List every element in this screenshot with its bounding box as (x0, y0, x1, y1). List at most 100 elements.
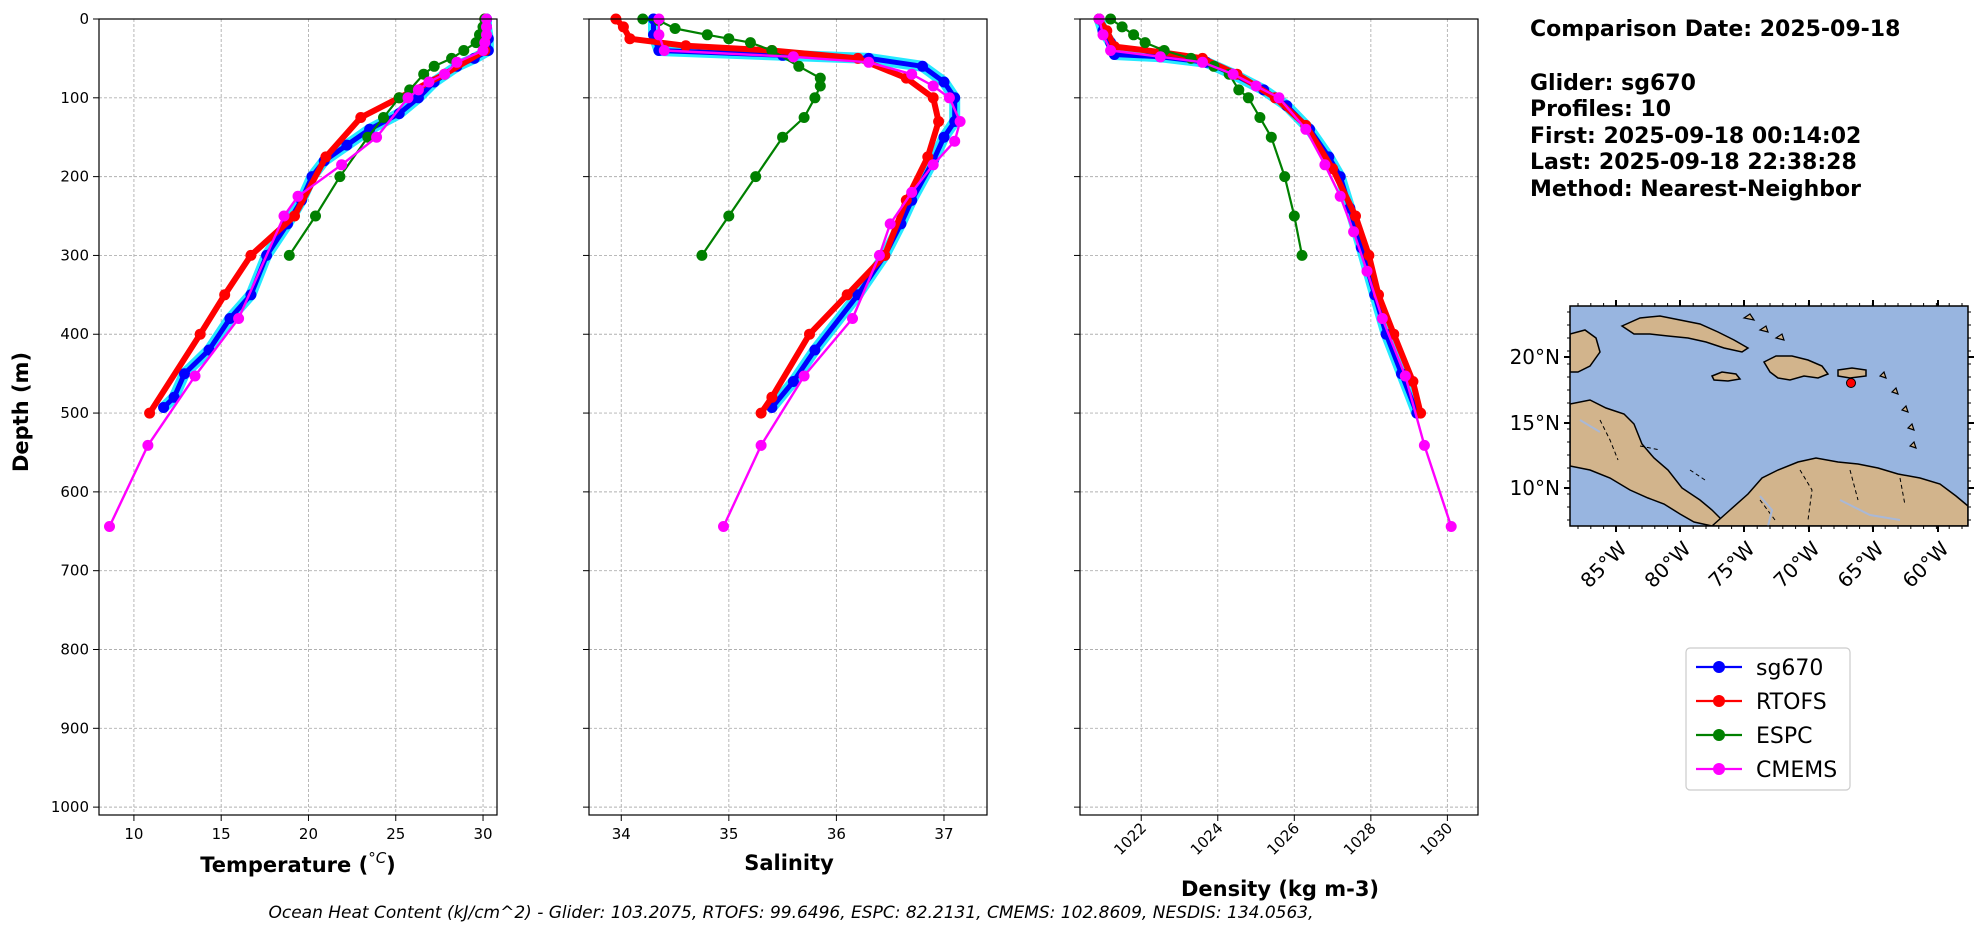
salinity-xtick-label: 35 (719, 825, 738, 843)
density-cmems-point (1399, 370, 1411, 382)
land-cuba (1620, 315, 1750, 353)
temperature-cmems-point (336, 159, 348, 171)
temperature-cmems-point (477, 45, 489, 56)
salinity-espc-point (723, 210, 735, 222)
temperature-espc-point (283, 249, 295, 261)
density-sg670-profile-spread (1093, 13, 1423, 419)
land-south-america (1710, 457, 1968, 526)
density-plot-frame (1079, 18, 1479, 816)
temperature-plot-frame (98, 18, 498, 816)
density-espc-point (1116, 21, 1128, 33)
density-cmems-point (1300, 123, 1312, 135)
temperature-sg670-point (412, 92, 424, 104)
salinity-plot-frame (588, 18, 988, 816)
salinity-rtofs-point (766, 391, 778, 403)
legend-swatch-marker (1713, 661, 1725, 673)
first-time: First: 2025-09-18 00:14:02 (1530, 124, 1861, 149)
density-espc-point (1265, 131, 1277, 143)
temperature-cmems-point (142, 439, 154, 451)
temperature-panel: 10 15 20 25 30 0 100 200 300 400 500 600 700 800 900 1… (9, 10, 498, 877)
salinity-rtofs-point (927, 92, 939, 104)
temperature-sg670-point (224, 313, 236, 324)
temperature-cmems-point (233, 313, 245, 324)
density-rtofs-line (1096, 16, 1424, 417)
salinity-rtofs-point (933, 116, 945, 127)
temperature-rtofs-point (144, 407, 156, 419)
density-cmems-point (1376, 313, 1388, 324)
temperature-espc-point (428, 60, 440, 72)
salinity-cmems-point (718, 521, 729, 532)
density-xtick-label: 1028 (1340, 819, 1380, 859)
density-cmems-point (1361, 265, 1373, 277)
land-central-america (1570, 399, 1726, 526)
temperature-cmems-point (292, 190, 304, 202)
land-hispaniola (1762, 355, 1830, 381)
density-axis-title: Density (kg m-3) (1181, 877, 1379, 901)
legend-item-rtofs: RTOFS (1696, 690, 1827, 715)
density-espc-point (1242, 92, 1254, 104)
last-time: Last: 2025-09-18 22:38:28 (1530, 150, 1857, 175)
salinity-axis-title: Salinity (744, 851, 834, 875)
density-espc-point (1296, 249, 1308, 261)
salinity-xtick-label: 36 (827, 825, 846, 843)
legend-item-sg670: sg670 (1696, 656, 1823, 681)
density-cmems-point (1227, 68, 1239, 80)
map-rivers (1579, 419, 1901, 526)
salinity-cmems-point (847, 313, 858, 324)
density-cmems-point (1154, 51, 1166, 63)
legend-swatch-marker (1713, 729, 1725, 741)
temperature-sg670-point (168, 391, 180, 403)
temperature-cmems-point (278, 210, 290, 222)
salinity-cmems-point (787, 51, 799, 63)
temperature-ytick-label: 0 (79, 10, 89, 28)
salinity-espc-point (814, 80, 826, 92)
land-bahamas (1742, 313, 1785, 341)
salinity-rtofs-point (617, 21, 629, 33)
salinity-cmems-point (658, 45, 670, 56)
land-mexico-yucatan (1570, 329, 1601, 373)
density-espc-point (1128, 29, 1140, 41)
salinity-espc-point (798, 112, 810, 123)
temperature-rtofs-point (289, 210, 300, 222)
density-cmems-point (1445, 521, 1457, 532)
glider-location-marker (1846, 378, 1856, 388)
land-puerto-rico (1837, 367, 1867, 379)
temperature-ytick-label: 700 (60, 562, 89, 580)
temperature-cmems-point (481, 21, 492, 33)
salinity-espc-point (723, 33, 735, 45)
temperature-espc-point (393, 92, 405, 104)
salinity-panel: 34 35 36 37 Salinity (583, 13, 988, 875)
temperature-cmems-point (402, 92, 414, 104)
salinity-sg670-point (938, 131, 950, 143)
density-cmems-point (1348, 226, 1360, 238)
temperature-sg670-point (158, 402, 170, 413)
temperature-xtick-label: 30 (473, 825, 492, 843)
salinity-rtofs-point (755, 407, 767, 419)
location-map: 85°W 80°W 75°W 70°W 65°W 60°W 20°N 15°N 10°N (1510, 300, 1974, 593)
density-espc-point (1279, 171, 1291, 183)
map-borders (1599, 419, 1906, 521)
land-jamaica (1710, 371, 1742, 382)
density-rtofs-point (1350, 210, 1361, 222)
salinity-espc-point (777, 131, 789, 143)
salinity-sg670-point (809, 344, 821, 356)
density-cmems-point (1197, 56, 1208, 68)
density-xtick-label: 1024 (1187, 819, 1227, 859)
salinity-rtofs-point (922, 151, 934, 163)
legend-label: ESPC (1756, 724, 1813, 749)
salinity-espc-point (744, 37, 756, 49)
profiles-count: Profiles: 10 (1530, 97, 1671, 122)
map-land (1570, 313, 1968, 526)
map-lon-label: 80°W (1640, 536, 1696, 592)
salinity-rtofs-point (804, 328, 815, 340)
density-rtofs-point (1388, 328, 1400, 340)
map-lat-label: 15°N (1510, 411, 1560, 435)
comparison-date: Comparison Date: 2025-09-18 (1530, 17, 1900, 42)
density-cmems-point (1273, 92, 1285, 104)
density-cmems-point (1418, 439, 1430, 451)
salinity-cmems-point (927, 159, 939, 171)
salinity-espc-point (793, 60, 805, 72)
map-lon-label: 75°W (1704, 536, 1760, 592)
legend-label: RTOFS (1756, 690, 1827, 715)
